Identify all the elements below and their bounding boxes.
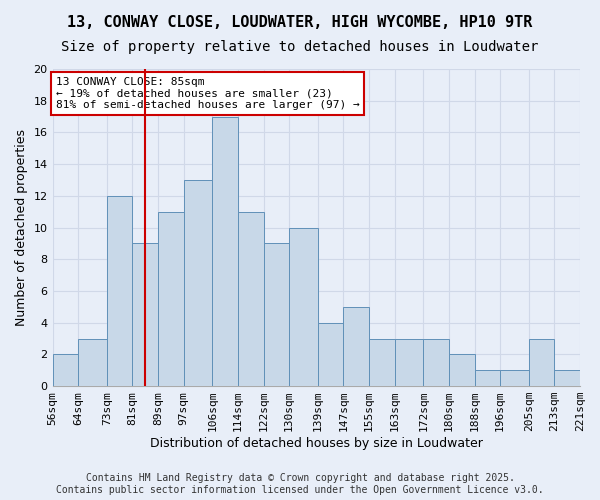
Bar xyxy=(449,354,475,386)
Bar xyxy=(78,338,107,386)
Text: 13, CONWAY CLOSE, LOUDWATER, HIGH WYCOMBE, HP10 9TR: 13, CONWAY CLOSE, LOUDWATER, HIGH WYCOMB… xyxy=(67,15,533,30)
Bar xyxy=(475,370,500,386)
Bar xyxy=(424,338,449,386)
Bar xyxy=(107,196,133,386)
Text: Contains HM Land Registry data © Crown copyright and database right 2025.
Contai: Contains HM Land Registry data © Crown c… xyxy=(56,474,544,495)
Bar xyxy=(500,370,529,386)
Text: Size of property relative to detached houses in Loudwater: Size of property relative to detached ho… xyxy=(61,40,539,54)
Bar xyxy=(53,354,78,386)
Bar xyxy=(133,244,158,386)
X-axis label: Distribution of detached houses by size in Loudwater: Distribution of detached houses by size … xyxy=(150,437,483,450)
Bar xyxy=(318,322,343,386)
Bar xyxy=(212,116,238,386)
Bar xyxy=(343,307,369,386)
Bar xyxy=(369,338,395,386)
Bar xyxy=(184,180,212,386)
Bar xyxy=(554,370,580,386)
Bar xyxy=(263,244,289,386)
Bar xyxy=(395,338,424,386)
Bar xyxy=(238,212,263,386)
Bar xyxy=(289,228,318,386)
Y-axis label: Number of detached properties: Number of detached properties xyxy=(15,129,28,326)
Bar xyxy=(529,338,554,386)
Text: 13 CONWAY CLOSE: 85sqm
← 19% of detached houses are smaller (23)
81% of semi-det: 13 CONWAY CLOSE: 85sqm ← 19% of detached… xyxy=(56,77,359,110)
Bar xyxy=(158,212,184,386)
